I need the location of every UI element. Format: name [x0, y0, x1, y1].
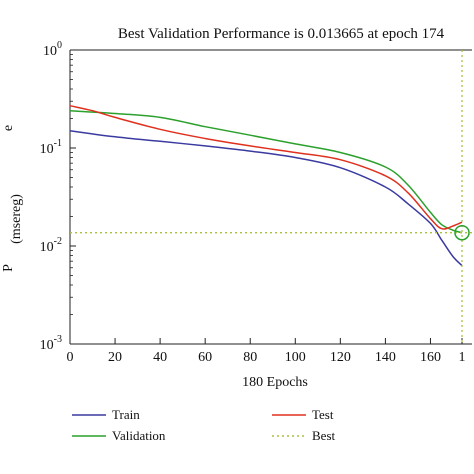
x-axis-label: 180 Epochs [242, 375, 308, 390]
plot-area [69, 49, 472, 345]
series-train-line [69, 129, 463, 267]
legend-label-best: Best [312, 428, 336, 443]
y-tick-label: 10-2 [40, 236, 62, 255]
chart-title: Best Validation Performance is 0.013665 … [118, 26, 445, 42]
y-axis-label: (msereg) [9, 194, 24, 244]
y-axis-label-fragment-lower: P [1, 264, 16, 272]
legend: Train Test Validation Best [72, 407, 336, 443]
x-tick-label: 120 [330, 350, 351, 365]
y-tick-label: 10-3 [40, 334, 62, 353]
x-tick-label: 160 [420, 350, 441, 365]
x-tick-label: 20 [108, 350, 122, 365]
series-layer [69, 50, 472, 344]
x-tick-label: 80 [243, 350, 257, 365]
series-test-line [69, 104, 463, 230]
x-tick-label: 1 [459, 350, 466, 365]
x-tick-label: 100 [285, 350, 306, 365]
y-axis-label-fragment-upper: e [1, 125, 16, 131]
y-tick-label: 100 [43, 40, 62, 59]
legend-label-train: Train [112, 407, 140, 422]
series-validation-line [69, 109, 463, 234]
legend-label-test: Test [312, 407, 334, 422]
x-tick-label: 40 [153, 350, 167, 365]
y-axis-ticks: 100 10-1 10-2 10-3 [40, 40, 76, 353]
x-axis-ticks: 0 20 40 60 80 100 120 140 160 1 [67, 338, 466, 365]
best-point-marker [454, 224, 470, 241]
y-tick-label: 10-1 [40, 138, 62, 157]
x-tick-label: 140 [375, 350, 396, 365]
legend-label-validation: Validation [112, 428, 166, 443]
x-tick-label: 0 [67, 350, 74, 365]
x-tick-label: 60 [198, 350, 212, 365]
